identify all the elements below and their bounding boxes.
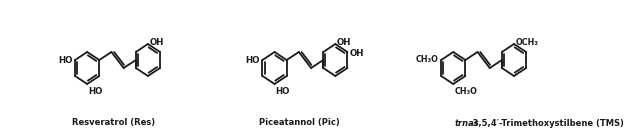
Text: OH: OH — [149, 37, 164, 47]
Text: CH₃O: CH₃O — [416, 54, 439, 63]
Text: OH: OH — [337, 37, 351, 47]
Text: HO: HO — [58, 56, 72, 64]
Text: OCH₃: OCH₃ — [516, 37, 539, 47]
Text: Piceatannol (Pic): Piceatannol (Pic) — [259, 119, 339, 128]
Text: HO: HO — [275, 86, 290, 96]
Text: CH₃O: CH₃O — [455, 86, 478, 96]
Text: HO: HO — [246, 56, 260, 64]
Text: trnas: trnas — [455, 119, 480, 128]
Text: HO: HO — [88, 86, 103, 96]
Text: -3,5,4′-Trimethoxystilbene (TMS): -3,5,4′-Trimethoxystilbene (TMS) — [469, 119, 624, 128]
Text: OH: OH — [349, 48, 363, 57]
Text: Resveratrol (Res): Resveratrol (Res) — [72, 119, 155, 128]
